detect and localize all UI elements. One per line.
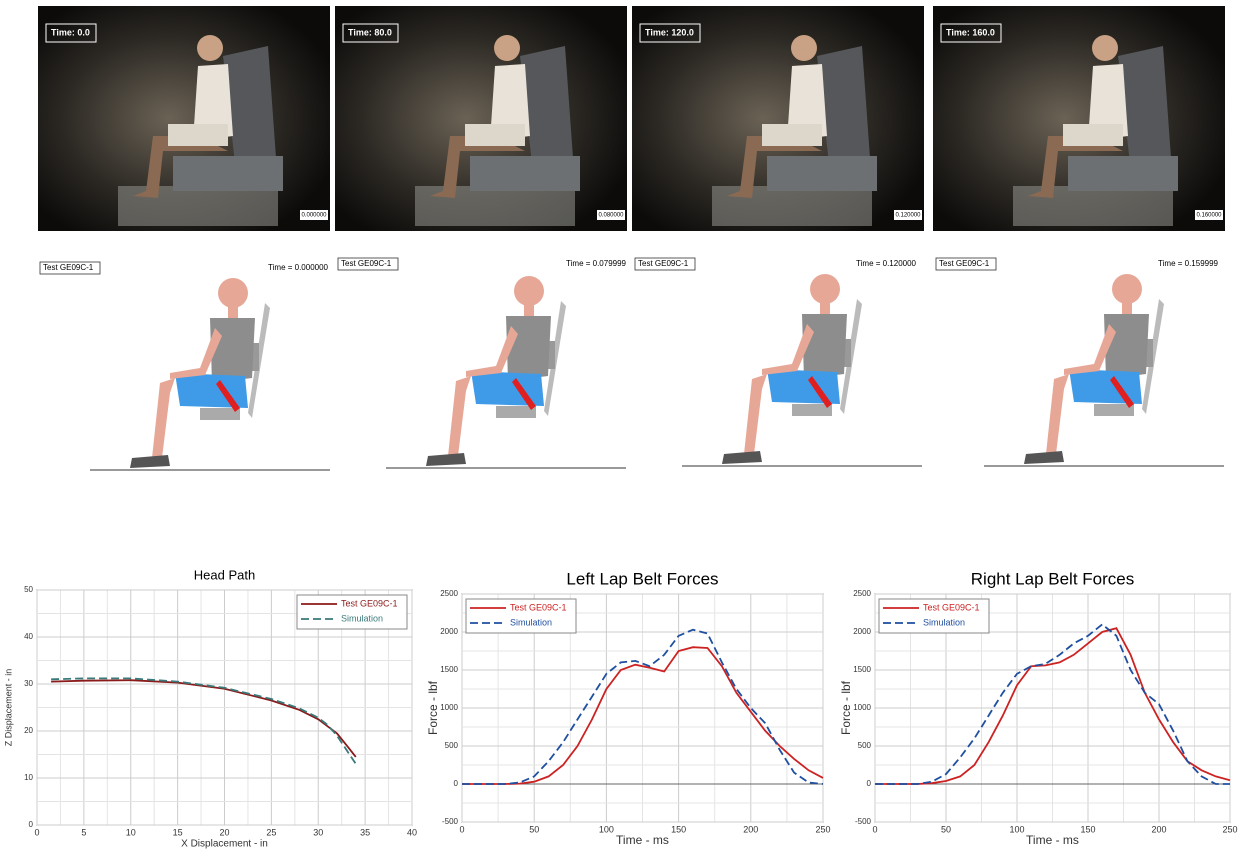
simulation-panel: Test GE09C-1 Time = 0.120000 [635, 258, 922, 466]
x-tick-label: 0 [34, 827, 39, 837]
x-tick-label: 35 [360, 827, 370, 837]
figure: Time: 0.0 0.000000 Time: 80.0 0.080000 T… [0, 0, 1244, 850]
test-label: Test GE09C-1 [43, 263, 94, 272]
chart: 0 5 10 15 20 25 30 35 40 0 10 20 30 40 50 Head Path X Di… [3, 567, 417, 849]
time-label: Time: 120.0 [645, 27, 694, 37]
legend-label: Test GE09C-1 [510, 602, 567, 612]
stamp: 0.000000 [301, 213, 327, 219]
y-tick-label: 2500 [440, 589, 458, 598]
simulation-panel: Test GE09C-1 Time = 0.000000 [40, 262, 330, 470]
y-axis-label: Force - lbf [426, 680, 440, 735]
photo-panel: Time: 120.0 0.120000 [632, 6, 924, 231]
x-tick-label: 0 [872, 824, 877, 834]
photo-panel: Time: 0.0 0.000000 [38, 6, 330, 231]
legend-label: Test GE09C-1 [923, 602, 980, 612]
x-tick-label: 15 [173, 827, 183, 837]
x-tick-label: 50 [941, 824, 951, 834]
legend: Test GE09C-1 Simulation [466, 599, 576, 633]
x-axis-label: X Displacement - in [181, 839, 268, 850]
sim-time: Time = 0.120000 [856, 259, 917, 268]
x-tick-label: 250 [815, 824, 830, 834]
legend-label: Simulation [510, 617, 552, 627]
y-tick-label: 1500 [440, 665, 458, 674]
x-tick-label: 40 [407, 827, 417, 837]
x-axis-label: Time - ms [616, 833, 669, 847]
y-tick-label: 20 [24, 726, 33, 735]
simulation-panel: Test GE09C-1 Time = 0.159999 [936, 258, 1224, 466]
x-tick-label: 5 [81, 827, 86, 837]
chart-title: Left Lap Belt Forces [566, 569, 718, 588]
x-tick-label: 10 [126, 827, 136, 837]
x-tick-label: 30 [313, 827, 323, 837]
y-tick-label: 2000 [853, 627, 871, 636]
legend-label: Simulation [341, 613, 383, 623]
chart-title: Right Lap Belt Forces [971, 569, 1134, 588]
x-tick-label: 100 [599, 824, 614, 834]
y-tick-label: 0 [29, 820, 34, 829]
x-tick-label: 200 [743, 824, 758, 834]
x-tick-label: 25 [266, 827, 276, 837]
sim-time: Time = 0.159999 [1158, 259, 1219, 268]
test-label: Test GE09C-1 [939, 259, 990, 268]
legend: Test GE09C-1 Simulation [879, 599, 989, 633]
x-tick-label: 150 [671, 824, 686, 834]
y-tick-label: -500 [442, 817, 459, 826]
test-label: Test GE09C-1 [341, 259, 392, 268]
y-tick-label: 2000 [440, 627, 458, 636]
x-tick-label: 20 [219, 827, 229, 837]
x-tick-label: 0 [459, 824, 464, 834]
y-tick-label: 2500 [853, 589, 871, 598]
y-tick-label: 0 [454, 779, 459, 788]
photo-panel: Time: 80.0 0.080000 [335, 6, 627, 231]
x-tick-label: 50 [529, 824, 539, 834]
x-tick-label: 100 [1009, 824, 1024, 834]
test-label: Test GE09C-1 [638, 259, 689, 268]
x-axis-label: Time - ms [1026, 833, 1079, 847]
time-label: Time: 160.0 [946, 27, 995, 37]
y-tick-label: 1500 [853, 665, 871, 674]
chart-title: Head Path [194, 567, 255, 582]
sim-time: Time = 0.079999 [566, 259, 627, 268]
time-label: Time: 0.0 [51, 27, 90, 37]
y-tick-label: 500 [445, 741, 459, 750]
x-tick-label: 200 [1151, 824, 1166, 834]
y-tick-label: 1000 [440, 703, 458, 712]
time-label: Time: 80.0 [348, 27, 392, 37]
x-tick-label: 250 [1222, 824, 1237, 834]
legend: Test GE09C-1 Simulation [297, 595, 407, 629]
x-tick-label: 150 [1080, 824, 1095, 834]
stamp: 0.160000 [1196, 213, 1222, 219]
y-tick-label: -500 [855, 817, 872, 826]
stamp: 0.120000 [895, 213, 921, 219]
y-axis-label: Z Displacement - in [3, 669, 13, 747]
sim-time: Time = 0.000000 [268, 263, 329, 272]
simulation-panel: Test GE09C-1 Time = 0.079999 [338, 258, 627, 468]
photo-panel: Time: 160.0 0.160000 [933, 6, 1225, 231]
legend-label: Simulation [923, 617, 965, 627]
y-tick-label: 500 [858, 741, 872, 750]
y-tick-label: 1000 [853, 703, 871, 712]
y-tick-label: 10 [24, 773, 33, 782]
y-tick-label: 0 [867, 779, 872, 788]
y-tick-label: 50 [24, 585, 33, 594]
y-tick-label: 40 [24, 632, 33, 641]
y-axis-label: Force - lbf [839, 680, 853, 735]
stamp: 0.080000 [598, 213, 624, 219]
y-tick-label: 30 [24, 679, 33, 688]
legend-label: Test GE09C-1 [341, 598, 398, 608]
